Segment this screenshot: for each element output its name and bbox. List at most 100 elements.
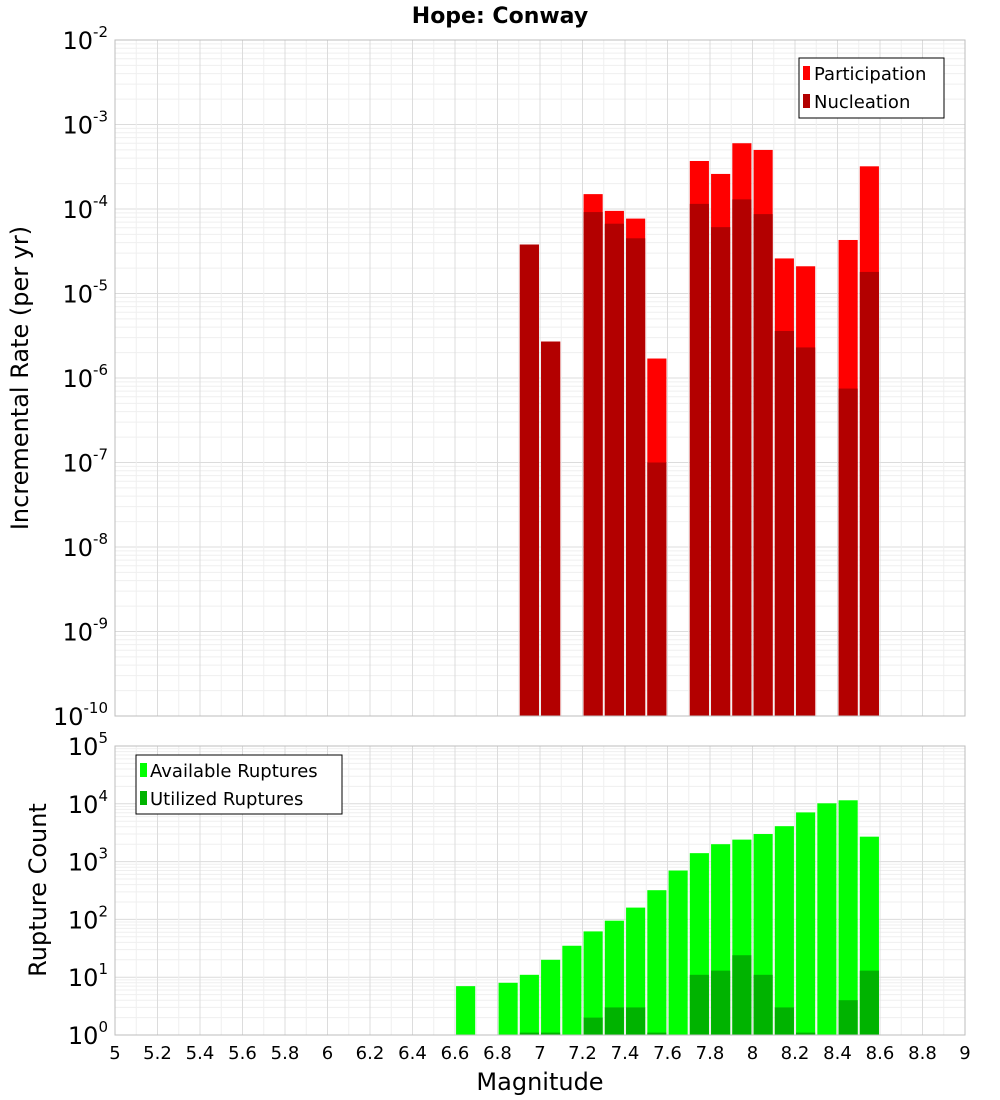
legend-frame <box>135 754 343 815</box>
x-tick-label: 5.8 <box>271 1043 300 1064</box>
rate-bar-nucleation <box>583 212 603 716</box>
legend-label-nucleation: Nucleation <box>814 92 910 113</box>
y-tick-label: 10-5 <box>62 277 108 309</box>
x-tick-label: 6.4 <box>398 1043 427 1064</box>
y-tick-label: 10-9 <box>62 615 108 647</box>
x-tick-label: 8.8 <box>908 1043 937 1064</box>
rate-bar-nucleation <box>859 271 879 716</box>
count-panel-y-ticks: 100 101 102 103 104 105 <box>68 729 108 1050</box>
x-tick-label: 5.4 <box>186 1043 215 1064</box>
rate-bar-nucleation <box>519 244 539 716</box>
x-tick-label: 6 <box>322 1043 333 1064</box>
count-bar-utilized-ruptures <box>774 1007 794 1035</box>
count-bar-available-ruptures <box>647 890 667 1035</box>
x-tick-label: 5.6 <box>228 1043 257 1064</box>
count-panel-bars <box>456 800 879 1035</box>
y-tick-label: 10-10 <box>53 699 108 731</box>
count-panel-legend: Available Ruptures Utilized Ruptures <box>135 754 343 815</box>
legend-swatch-utilized <box>140 791 147 805</box>
count-bar-utilized-ruptures <box>689 974 709 1035</box>
rate-panel-y-ticks: 10-10 10-9 10-8 10-7 10-6 10-5 10-4 10-3 10-2 <box>53 23 108 731</box>
rate-bar-nucleation <box>796 347 816 716</box>
count-bar-available-ruptures <box>796 812 816 1035</box>
y-tick-label: 103 <box>68 845 108 877</box>
y-tick-label: 100 <box>68 1018 108 1050</box>
rate-panel-frame <box>114 39 966 717</box>
rate-bar-nucleation <box>838 388 858 716</box>
x-tick-label: 8.4 <box>823 1043 852 1064</box>
y-tick-label: 10-6 <box>62 361 108 393</box>
x-tick-label: 9 <box>959 1043 970 1064</box>
legend-label-participation: Participation <box>814 64 926 85</box>
rate-bar-nucleation <box>541 341 561 716</box>
count-bar-available-ruptures <box>456 986 476 1035</box>
rate-panel: 10-10 10-9 10-8 10-7 10-6 10-5 10-4 10-3 10-2 In… <box>6 23 966 731</box>
rate-panel-grid <box>114 39 966 717</box>
legend-frame <box>798 57 945 119</box>
rate-bar-nucleation <box>753 214 773 716</box>
count-bar-available-ruptures <box>562 945 582 1035</box>
count-bar-available-ruptures <box>774 826 794 1035</box>
count-bar-utilized-ruptures <box>732 955 752 1035</box>
x-tick-label: 7.4 <box>611 1043 640 1064</box>
x-tick-label: 7 <box>534 1043 545 1064</box>
y-tick-label: 105 <box>68 729 108 761</box>
x-tick-label: 5.2 <box>143 1043 172 1064</box>
x-tick-label: 6.2 <box>356 1043 385 1064</box>
rate-panel-y-axis-title: Incremental Rate (per yr) <box>6 226 34 530</box>
count-panel-frame <box>114 745 966 1036</box>
count-bar-utilized-ruptures <box>753 974 773 1035</box>
rate-bar-nucleation <box>626 238 646 717</box>
x-tick-label: 6.8 <box>483 1043 512 1064</box>
count-bar-available-ruptures <box>541 959 561 1035</box>
y-tick-label: 10-8 <box>62 530 108 562</box>
x-tick-label: 8.2 <box>781 1043 810 1064</box>
legend-label-utilized: Utilized Ruptures <box>150 789 303 810</box>
count-bar-available-ruptures <box>668 870 688 1035</box>
rate-bar-nucleation <box>732 199 752 717</box>
x-tick-label: 6.6 <box>441 1043 470 1064</box>
count-bar-utilized-ruptures <box>711 970 731 1035</box>
count-bar-utilized-ruptures <box>838 1000 858 1035</box>
count-panel-y-axis-title: Rupture Count <box>24 803 52 977</box>
rate-bar-nucleation <box>647 462 667 716</box>
count-bar-available-ruptures <box>498 982 518 1035</box>
count-bar-utilized-ruptures <box>583 1017 603 1035</box>
legend-swatch-available <box>140 763 147 777</box>
count-bar-available-ruptures <box>817 803 837 1035</box>
count-bar-available-ruptures <box>626 907 646 1035</box>
x-tick-label: 7.8 <box>696 1043 725 1064</box>
y-tick-label: 104 <box>68 787 108 819</box>
chart-title: Hope: Conway <box>412 4 588 29</box>
x-axis-ticks: 5 5.2 5.4 5.6 5.8 6 6.2 6.4 6.6 6.8 7 7.2 7.4 7.6 7.8 8… <box>109 1043 970 1064</box>
count-bar-available-ruptures <box>519 974 539 1035</box>
count-bar-utilized-ruptures <box>859 970 879 1035</box>
legend-label-available: Available Ruptures <box>150 761 318 782</box>
rate-bar-nucleation <box>689 203 709 716</box>
y-tick-label: 102 <box>68 902 108 934</box>
rate-bar-nucleation <box>604 223 624 716</box>
count-bar-utilized-ruptures <box>541 1032 561 1035</box>
count-bar-utilized-ruptures <box>647 1032 667 1035</box>
count-bar-utilized-ruptures <box>604 1007 624 1035</box>
rate-panel-legend: Participation Nucleation <box>798 57 945 119</box>
y-tick-label: 10-2 <box>62 23 108 55</box>
count-bar-utilized-ruptures <box>626 1007 646 1035</box>
count-bar-utilized-ruptures <box>796 1032 816 1035</box>
legend-swatch-participation <box>803 66 810 80</box>
count-panel: 100 101 102 103 104 105 5 5.2 5.4 5.6 5.8 6 6.2 6.4 6… <box>24 729 971 1096</box>
legend-swatch-nucleation <box>803 94 810 108</box>
y-tick-label: 10-3 <box>62 108 108 140</box>
x-tick-label: 8.6 <box>866 1043 895 1064</box>
x-tick-label: 7.2 <box>568 1043 597 1064</box>
x-tick-label: 5 <box>109 1043 120 1064</box>
y-tick-label: 10-7 <box>62 446 108 478</box>
y-tick-label: 10-4 <box>62 192 108 224</box>
y-tick-label: 101 <box>68 960 108 992</box>
rate-panel-bars <box>519 143 879 717</box>
x-axis-title: Magnitude <box>476 1068 603 1096</box>
count-bar-utilized-ruptures <box>519 1032 539 1035</box>
rate-bar-nucleation <box>774 330 794 716</box>
rate-bar-nucleation <box>711 227 731 716</box>
